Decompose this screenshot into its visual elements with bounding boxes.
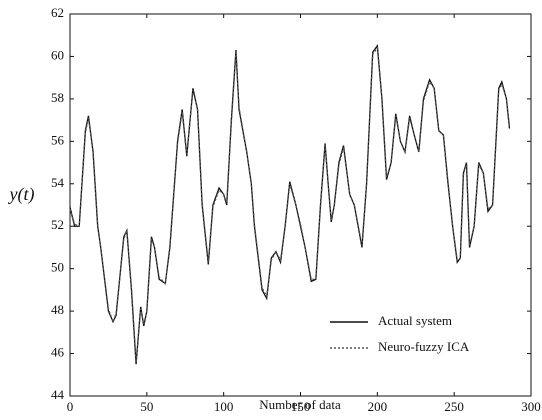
x-tick-label: 50 <box>140 399 153 414</box>
legend-label: Neuro-fuzzy ICA <box>378 339 470 354</box>
y-tick-label: 46 <box>51 345 65 360</box>
y-tick-label: 60 <box>51 47 64 62</box>
x-tick-label: 0 <box>67 399 74 414</box>
x-axis-label: Number of data <box>259 397 341 412</box>
x-tick-label: 150 <box>291 399 311 414</box>
series-line <box>69 44 511 365</box>
y-axis-label: y(t) <box>8 184 35 205</box>
y-tick-label: 44 <box>51 387 65 402</box>
y-tick-label: 50 <box>51 260 64 275</box>
x-tick-label: 300 <box>521 399 541 414</box>
y-tick-label: 58 <box>51 90 64 105</box>
x-tick-label: 250 <box>444 399 464 414</box>
y-tick-label: 54 <box>51 175 65 190</box>
y-tick-label: 48 <box>51 302 64 317</box>
y-tick-label: 56 <box>51 132 65 147</box>
y-tick-label: 62 <box>51 5 64 20</box>
y-tick-label: 52 <box>51 217 64 232</box>
x-tick-label: 200 <box>368 399 388 414</box>
legend-label: Actual system <box>378 313 452 328</box>
x-tick-label: 100 <box>214 399 234 414</box>
